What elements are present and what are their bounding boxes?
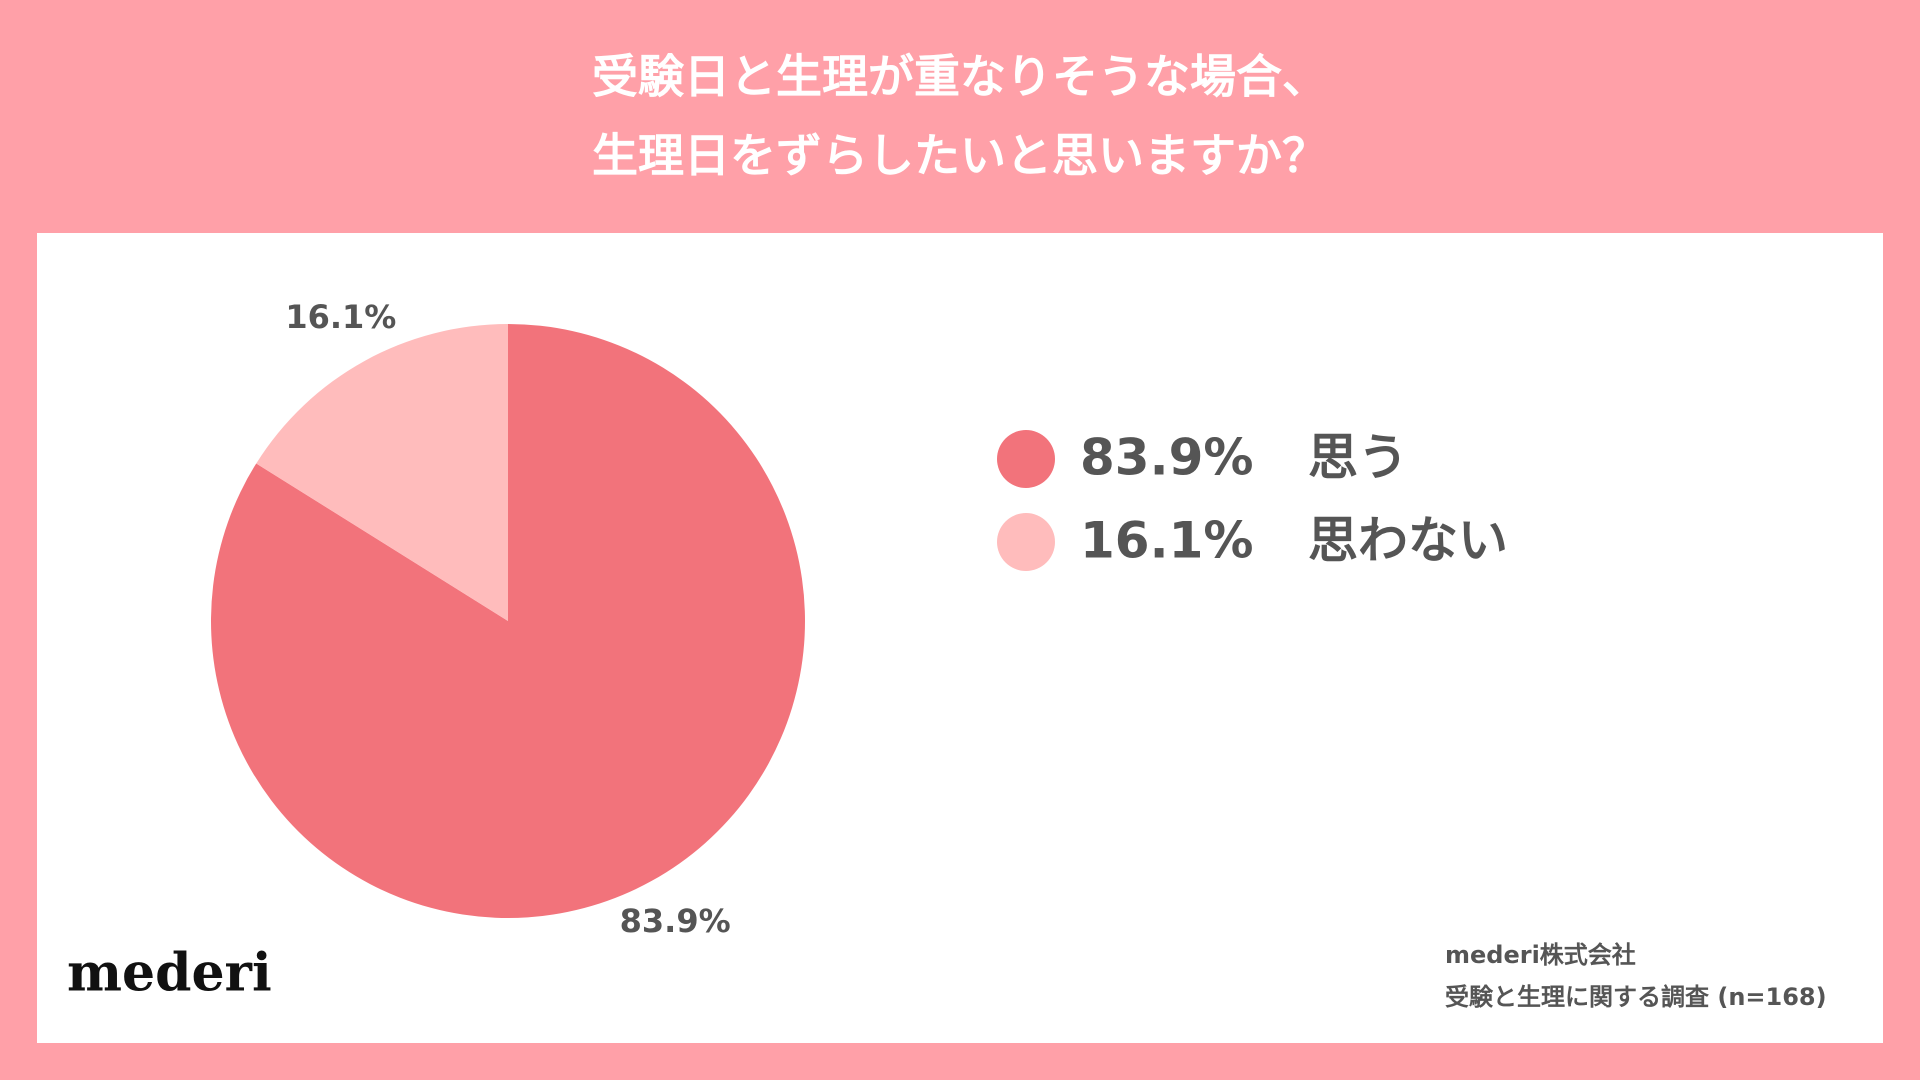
chart-title: 受験日と生理が重なりそうな場合、 — [592, 50, 1328, 104]
legend-value: 16.1% — [1080, 512, 1253, 570]
legend-marker — [997, 430, 1055, 488]
pie-slice — [210, 324, 806, 919]
data-label: 16.1% — [285, 298, 396, 336]
logo: mederi — [67, 943, 272, 1004]
chart-title: 生理日をずらしたいと思いますか？ — [592, 129, 1328, 183]
source: 受験と生理に関する調査 (n=168) — [1445, 983, 1827, 1011]
data-label: 83.9% — [620, 902, 731, 940]
source: mederi株式会社 — [1445, 941, 1636, 969]
legend-label: 思う — [1308, 429, 1408, 487]
legend-value: 83.9% — [1080, 429, 1253, 487]
pie-slice — [256, 324, 508, 621]
legend-label: 思わない — [1308, 512, 1508, 570]
legend-marker — [997, 513, 1055, 571]
